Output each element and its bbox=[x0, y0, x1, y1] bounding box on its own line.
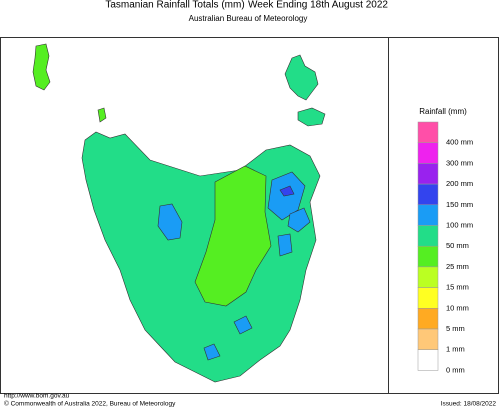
footer-copyright: © Commonwealth of Australia 2022, Bureau… bbox=[4, 400, 176, 407]
legend-label: 10 mm bbox=[446, 303, 469, 312]
north-east-peak bbox=[279, 185, 295, 197]
central-low-rainfall bbox=[194, 165, 272, 307]
legend-swatch bbox=[417, 163, 439, 185]
legend-label: 25 mm bbox=[446, 262, 469, 271]
west-high-rainfall bbox=[157, 203, 183, 241]
period: Week Ending 18th August 2022 bbox=[248, 0, 388, 11]
legend-label: 200 mm bbox=[446, 179, 473, 188]
legend-swatch bbox=[417, 204, 439, 226]
legend-label: 5 mm bbox=[446, 324, 465, 333]
legend-swatch bbox=[417, 225, 439, 247]
footer-issued: Issued: 18/08/2022 bbox=[441, 401, 497, 407]
legend-label: 0 mm bbox=[446, 365, 465, 374]
legend-swatch bbox=[417, 121, 439, 143]
legend-label: 1 mm bbox=[446, 345, 465, 354]
north-east-high-rainfall bbox=[267, 171, 306, 221]
legend-swatch bbox=[417, 349, 439, 371]
south-west-patch bbox=[203, 343, 221, 361]
legend-label: 15 mm bbox=[446, 283, 469, 292]
legend-frame bbox=[388, 37, 499, 394]
legend-swatch bbox=[417, 266, 439, 288]
legend-swatch bbox=[417, 328, 439, 350]
flinders-island bbox=[284, 54, 319, 101]
legend-label: 150 mm bbox=[446, 200, 473, 209]
subtitle: Australian Bureau of Meteorology bbox=[189, 14, 308, 23]
legend-label: 300 mm bbox=[446, 158, 473, 167]
legend-label: 100 mm bbox=[446, 220, 473, 229]
legend-label: 400 mm bbox=[446, 138, 473, 147]
legend-swatch bbox=[417, 245, 439, 268]
legend-title: Rainfall (mm) bbox=[419, 107, 467, 116]
king-island bbox=[32, 43, 51, 91]
legend-swatch bbox=[417, 183, 439, 206]
land bbox=[32, 43, 326, 383]
cape-barren-island bbox=[297, 107, 326, 127]
islet bbox=[97, 107, 107, 123]
legend-swatch bbox=[417, 308, 439, 330]
east-high-rainfall bbox=[287, 207, 311, 233]
south-patch bbox=[233, 315, 253, 335]
east-coast-patch bbox=[277, 233, 293, 257]
legend-swatch bbox=[417, 287, 439, 309]
legend-swatch bbox=[417, 142, 439, 164]
legend-label: 50 mm bbox=[446, 241, 469, 250]
footer-url: http://www.bom.gov.au bbox=[4, 393, 70, 400]
title: Tasmanian Rainfall Totals (mm) bbox=[105, 0, 244, 11]
